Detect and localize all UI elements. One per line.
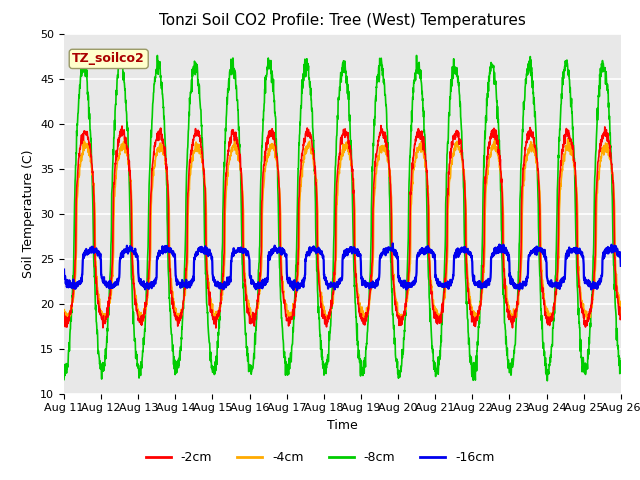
Legend: -2cm, -4cm, -8cm, -16cm: -2cm, -4cm, -8cm, -16cm [141, 446, 499, 469]
Text: TZ_soilco2: TZ_soilco2 [72, 52, 145, 65]
Y-axis label: Soil Temperature (C): Soil Temperature (C) [22, 149, 35, 278]
Title: Tonzi Soil CO2 Profile: Tree (West) Temperatures: Tonzi Soil CO2 Profile: Tree (West) Temp… [159, 13, 526, 28]
X-axis label: Time: Time [327, 419, 358, 432]
